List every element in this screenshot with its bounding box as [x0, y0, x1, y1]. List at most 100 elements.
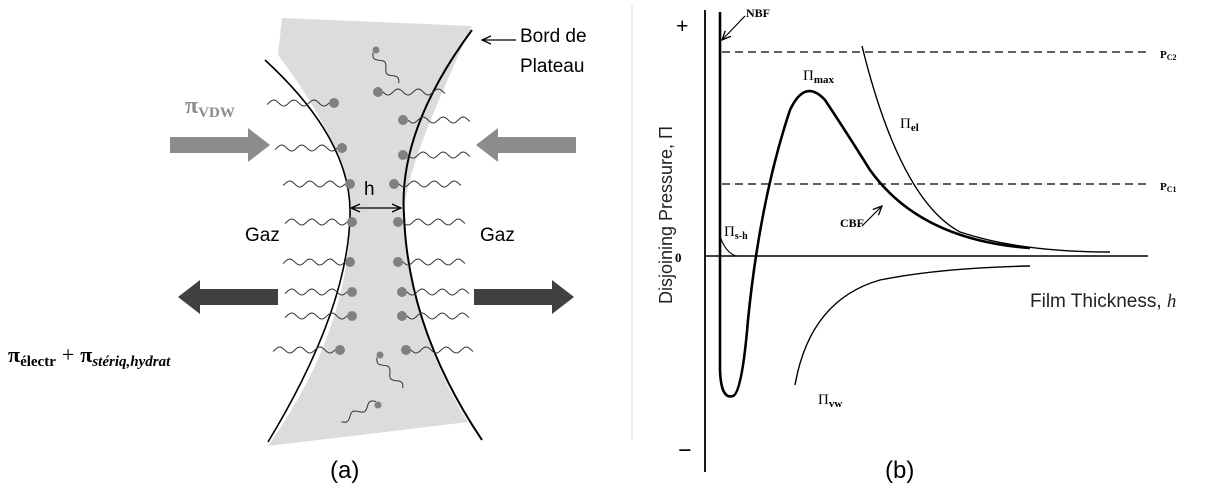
arrow-rep-right: [474, 280, 574, 314]
surfactant-tail: [284, 312, 348, 320]
surfactant-head: [398, 115, 408, 125]
free-surfactant-head: [376, 351, 384, 359]
surfactants: [266, 46, 474, 423]
surfactant-tail: [282, 180, 346, 188]
plus-sign: +: [676, 13, 689, 38]
surfactant-head: [329, 98, 339, 108]
subscript: VDW: [198, 105, 235, 121]
subscript: vw: [829, 398, 843, 410]
symbol: Π: [803, 68, 814, 84]
y-axis-title: Disjoining Pressure, Π: [656, 126, 676, 304]
free-surfactant-head: [372, 46, 380, 54]
panel-b: [631, 5, 1150, 472]
thickness-label: h: [364, 179, 375, 200]
surfactant-tail: [398, 180, 462, 188]
surfactant-head: [373, 87, 383, 97]
subscript: s-h: [735, 231, 748, 242]
free-surfactant-tail: [372, 52, 400, 84]
surfactant-head: [393, 257, 403, 267]
panel-label: (a): [330, 457, 359, 484]
surfactant-head: [389, 179, 399, 189]
pc2-label: PC2: [1160, 49, 1177, 62]
panel-label: (b): [885, 457, 914, 484]
free-surfactant-tail: [341, 400, 377, 423]
film: [268, 18, 472, 446]
subscript: C2: [1167, 53, 1177, 62]
surfactant-head: [397, 287, 407, 297]
pc1-label: PC1: [1160, 181, 1177, 194]
surfactant-tail: [266, 99, 330, 107]
plus: +: [62, 342, 74, 367]
surfactant-tail: [282, 258, 346, 266]
surfactant-head: [347, 217, 357, 227]
subscript: max: [814, 74, 835, 86]
free-surfactant-tail: [376, 357, 404, 389]
pi-sh-label: Πs-h: [724, 224, 748, 242]
surfactant-head: [335, 345, 345, 355]
plateau-border: Plateau: [520, 56, 584, 77]
arrow-rep-left: [178, 280, 278, 314]
symbol: Π: [724, 224, 735, 240]
symbol: Π: [818, 392, 829, 408]
pressure-repulsive: πélectr + πstériq,hydrat: [8, 342, 171, 370]
symbol: P: [1160, 181, 1167, 193]
pi-vw-label: Πvw: [818, 392, 842, 410]
x-axis-variable: h: [1167, 291, 1177, 312]
surfactant-tail: [410, 346, 474, 354]
symbol: Π: [900, 116, 911, 132]
cbf-label: CBF: [840, 216, 864, 230]
surfactant-head: [337, 143, 347, 153]
pressure-vdw: πVDW: [185, 93, 235, 121]
x-axis-text: Film Thickness,: [1030, 291, 1167, 312]
pi-max-label: Πmax: [803, 68, 835, 86]
surfactant-tail: [407, 151, 471, 159]
surfactant-head: [347, 311, 357, 321]
gas-label: Gaz: [480, 225, 515, 246]
surfactant-tail: [274, 144, 338, 152]
gas-label: Gaz: [245, 225, 280, 246]
pi-vw-curve: [794, 265, 1031, 386]
surfactant-tail: [407, 116, 471, 124]
surfactant-head: [345, 257, 355, 267]
symbol: P: [1160, 49, 1167, 61]
surfactant-tail: [402, 258, 466, 266]
pi-el-label: Πel: [900, 116, 919, 134]
minus-sign: −: [678, 438, 692, 464]
surfactant-head: [345, 179, 355, 189]
surfactant-tail: [284, 288, 348, 296]
nbf-label: NBF: [746, 6, 770, 20]
surfactant-tail: [382, 88, 446, 96]
interface-left: [264, 59, 351, 443]
arrow-vdw-right: [476, 128, 576, 162]
nbf-pointer: [722, 15, 746, 40]
symbol: π: [185, 93, 198, 119]
surfactant-head: [401, 345, 411, 355]
x-axis-title: Film Thickness, h: [1030, 291, 1176, 312]
plateau-border: Bord de: [520, 26, 587, 47]
surfactant-tail: [402, 218, 466, 226]
surfactant-tail: [406, 312, 470, 320]
subscript: C1: [1167, 185, 1177, 194]
subscript: el: [911, 122, 919, 134]
pi-sh-curve: [719, 235, 737, 257]
subscript: électr: [20, 354, 56, 370]
symbol: π: [80, 342, 92, 367]
surfactant-head: [347, 287, 357, 297]
pi-el-curve: [861, 45, 1111, 253]
panel-a: πVDW Bord de Plateau h Gaz Gaz πélectr + π…: [8, 18, 587, 484]
surfactant-head: [398, 150, 408, 160]
surfactant-head: [393, 217, 403, 227]
surfactant-tail: [272, 346, 336, 354]
subscript: stériq,hydrat: [91, 354, 171, 370]
panel-b-labels: + − 0 NBF CBF Πmax Πel Πs-h Πvw PC2 PC1: [675, 6, 1177, 464]
surfactant-tail: [406, 288, 470, 296]
free-surfactant-head: [374, 401, 382, 409]
cbf-pointer: [861, 206, 882, 227]
surfactant-head: [397, 311, 407, 321]
arrow-vdw-left: [170, 128, 270, 162]
disjoining-curve: [718, 12, 1031, 398]
zero-label: 0: [675, 250, 682, 265]
symbol: π: [8, 342, 20, 367]
surfactant-tail: [284, 218, 348, 226]
